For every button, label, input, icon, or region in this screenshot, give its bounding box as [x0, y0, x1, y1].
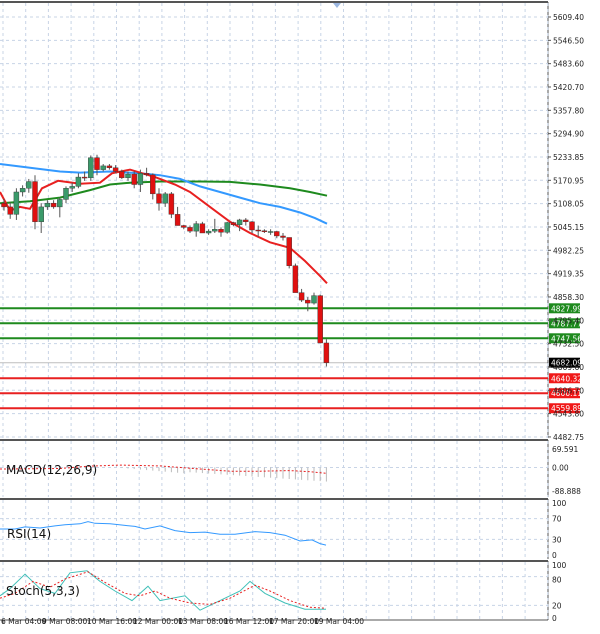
svg-text:4787.77: 4787.77 — [551, 319, 582, 328]
indicator-labels: MACD(12,26,9) RSI(14) Stoch(5,3,3) — [6, 463, 97, 598]
svg-text:4858.30: 4858.30 — [553, 293, 584, 302]
svg-text:0: 0 — [552, 614, 557, 623]
grid-lines — [0, 3, 549, 620]
svg-text:-88.888: -88.888 — [552, 487, 581, 496]
svg-text:5294.90: 5294.90 — [553, 130, 584, 139]
svg-text:19 Mar 04:00: 19 Mar 04:00 — [314, 617, 364, 626]
svg-text:5170.95: 5170.95 — [553, 176, 584, 185]
svg-text:4827.99: 4827.99 — [551, 304, 582, 313]
svg-text:17 Mar 20:00: 17 Mar 20:00 — [269, 617, 319, 626]
svg-text:4669.60: 4669.60 — [553, 363, 584, 372]
svg-text:16 Mar 12:00: 16 Mar 12:00 — [224, 617, 274, 626]
svg-text:4732.50: 4732.50 — [553, 340, 584, 349]
svg-text:4747.56: 4747.56 — [551, 334, 582, 343]
svg-text:100: 100 — [552, 561, 567, 570]
moving-averages — [0, 163, 328, 284]
macd-label: MACD(12,26,9) — [6, 463, 97, 477]
svg-text:0.00: 0.00 — [552, 463, 569, 472]
svg-text:10 Mar 16:00: 10 Mar 16:00 — [87, 617, 137, 626]
macd-panel — [0, 464, 548, 482]
price-levels: 4827.99 4787.77 4747.56 4682.09 4640.32 4600.… — [0, 303, 582, 414]
svg-text:5233.85: 5233.85 — [553, 153, 584, 162]
svg-text:12 Mar 00:00: 12 Mar 00:00 — [133, 617, 183, 626]
svg-text:4543.80: 4543.80 — [553, 410, 584, 419]
panel-frames — [0, 1, 549, 621]
svg-text:4559.89: 4559.89 — [551, 404, 582, 413]
svg-text:5357.80: 5357.80 — [553, 106, 584, 115]
svg-text:4682.09: 4682.09 — [551, 359, 582, 368]
svg-text:100: 100 — [552, 499, 567, 508]
svg-text:80: 80 — [552, 576, 562, 585]
svg-text:5483.60: 5483.60 — [553, 60, 584, 69]
svg-text:5546.50: 5546.50 — [553, 36, 584, 45]
svg-text:4919.35: 4919.35 — [553, 270, 584, 279]
price-axis: 5609.40 5546.50 5483.60 5420.70 5357.80 5294.… — [548, 13, 584, 623]
svg-text:4795.40: 4795.40 — [553, 316, 584, 325]
svg-text:5045.15: 5045.15 — [553, 223, 584, 232]
svg-text:5609.40: 5609.40 — [553, 13, 584, 22]
rsi-label: RSI(14) — [7, 527, 51, 541]
svg-text:4982.25: 4982.25 — [553, 246, 584, 255]
svg-text:6 Mar 04:00: 6 Mar 04:00 — [1, 617, 47, 626]
svg-text:69.591: 69.591 — [552, 445, 578, 454]
svg-text:5420.70: 5420.70 — [553, 83, 584, 92]
svg-text:4606.70: 4606.70 — [553, 386, 584, 395]
svg-text:5108.05: 5108.05 — [553, 200, 584, 209]
stoch-panel — [0, 570, 548, 611]
svg-text:30: 30 — [552, 535, 562, 544]
svg-text:9 Mar 08:00: 9 Mar 08:00 — [42, 617, 88, 626]
svg-text:4482.75: 4482.75 — [553, 433, 584, 442]
svg-text:4600.11: 4600.11 — [551, 389, 582, 398]
candlestick-series — [1, 154, 330, 367]
rsi-panel — [0, 518, 548, 546]
svg-text:70: 70 — [552, 515, 562, 524]
svg-text:13 Mar 08:00: 13 Mar 08:00 — [178, 617, 228, 626]
stoch-label: Stoch(5,3,3) — [6, 584, 80, 598]
scroll-marker-icon[interactable] — [333, 3, 341, 8]
svg-text:20: 20 — [552, 601, 562, 610]
svg-text:0: 0 — [552, 551, 557, 560]
svg-text:4640.32: 4640.32 — [551, 374, 582, 383]
